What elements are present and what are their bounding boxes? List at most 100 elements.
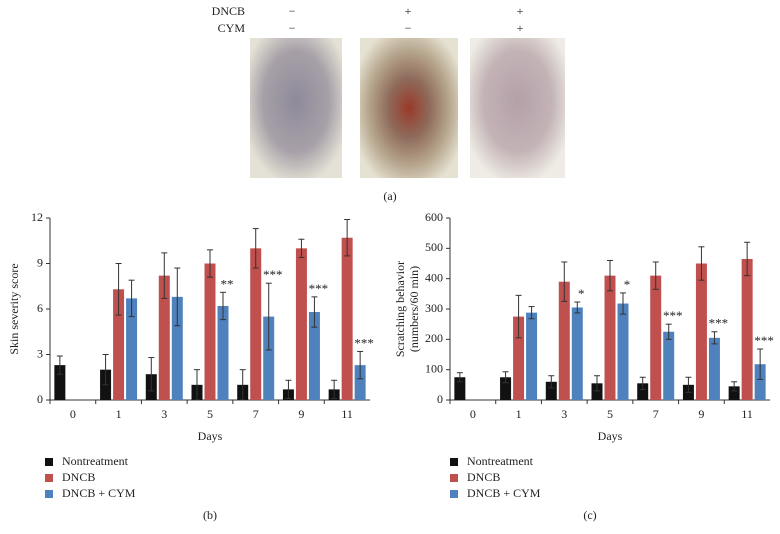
bar — [571, 307, 583, 400]
bar — [113, 289, 125, 400]
x-tick-label: 11 — [341, 407, 353, 421]
y-tick-label: 0 — [437, 392, 443, 406]
bar — [591, 383, 603, 400]
error-bar — [331, 379, 338, 399]
error-bar — [56, 355, 63, 375]
y-tick-label: 0 — [37, 392, 43, 406]
bar — [454, 377, 466, 400]
bar — [250, 248, 262, 400]
legend-label: DNCB + CYM — [62, 486, 136, 500]
sign: − — [289, 21, 296, 35]
bar — [263, 316, 275, 400]
legend-swatch — [45, 490, 53, 498]
error-bar — [252, 228, 259, 269]
bar — [308, 312, 320, 400]
error-bar — [652, 261, 659, 290]
significance: *** — [309, 281, 329, 296]
bar — [217, 305, 229, 400]
y-tick-label: 12 — [31, 210, 43, 224]
legend-label: DNCB — [62, 470, 95, 484]
y-axis-label: Scratching behavior — [393, 261, 407, 357]
bar — [54, 365, 66, 400]
y-tick-label: 6 — [37, 301, 43, 315]
significance: *** — [263, 267, 283, 282]
bar — [650, 275, 662, 400]
error-bar — [220, 291, 226, 321]
x-tick-label: 9 — [298, 407, 304, 421]
error-bar — [744, 241, 751, 277]
bar — [500, 377, 512, 400]
bar — [695, 263, 707, 400]
bar — [754, 364, 766, 400]
error-bar — [731, 381, 738, 392]
error-bar — [574, 301, 581, 314]
y-tick-label: 500 — [425, 240, 443, 254]
error-bar — [265, 282, 272, 351]
significance: *** — [709, 316, 729, 331]
legend-label: Nontreatment — [467, 454, 534, 468]
y-tick-label: 400 — [425, 270, 443, 284]
x-tick-label: 11 — [741, 407, 753, 421]
error-bar — [711, 331, 718, 345]
bar — [728, 386, 740, 400]
bar — [663, 331, 675, 400]
error-bar — [285, 379, 292, 399]
bar — [204, 263, 216, 400]
bar — [526, 312, 538, 400]
bar — [708, 337, 720, 400]
photo-dncb-cym — [470, 38, 565, 178]
x-tick-label: 7 — [653, 407, 659, 421]
significance: * — [578, 286, 585, 301]
error-bar — [698, 246, 705, 281]
x-tick-label: 1 — [516, 407, 522, 421]
bar — [513, 316, 525, 400]
error-bar — [594, 375, 600, 392]
bar — [545, 381, 557, 400]
bar — [354, 365, 366, 400]
error-bar — [639, 376, 646, 390]
y-axis-label: (numbers/60 min) — [407, 266, 421, 352]
error-bar — [298, 238, 305, 258]
error-bar — [311, 296, 318, 328]
x-tick-label: 5 — [607, 407, 613, 421]
x-tick-label: 5 — [207, 407, 213, 421]
x-axis-label: Days — [598, 429, 623, 443]
photo-dncb — [360, 38, 458, 178]
x-tick-label: 1 — [116, 407, 122, 421]
y-tick-label: 9 — [37, 255, 43, 269]
x-axis-label: Days — [198, 429, 223, 443]
error-bar — [239, 369, 246, 401]
sign: − — [405, 21, 412, 35]
significance: ** — [221, 276, 234, 291]
panel-label: (b) — [203, 508, 217, 522]
error-bar — [561, 261, 568, 302]
legend-label: Nontreatment — [62, 454, 129, 468]
legend-label: DNCB + CYM — [467, 486, 541, 500]
error-bar — [161, 252, 168, 299]
y-tick-label: 200 — [425, 331, 443, 345]
error-bar — [548, 375, 555, 389]
error-bar — [174, 267, 181, 327]
legend-swatch — [45, 474, 53, 482]
error-bar — [207, 249, 213, 278]
x-tick-label: 7 — [253, 407, 259, 421]
sign: + — [517, 4, 524, 18]
error-bar — [115, 263, 122, 316]
error-bar — [502, 371, 509, 384]
x-tick-label: 9 — [698, 407, 704, 421]
bar — [171, 296, 183, 400]
legend-swatch — [450, 474, 458, 482]
bar — [341, 237, 353, 400]
error-bar — [515, 294, 522, 339]
error-bar — [528, 306, 535, 320]
legend-label: DNCB — [467, 470, 500, 484]
sign: + — [517, 21, 524, 35]
x-tick-label: 3 — [161, 407, 167, 421]
error-bar — [620, 292, 626, 315]
y-tick-label: 100 — [425, 361, 443, 375]
bar — [126, 298, 138, 400]
x-tick-label: 0 — [70, 407, 76, 421]
y-tick-label: 600 — [425, 210, 443, 224]
